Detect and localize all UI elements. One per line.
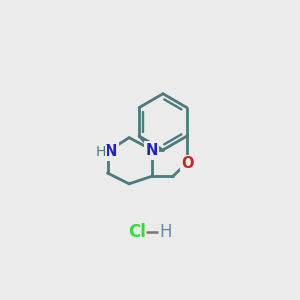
Text: Cl: Cl — [128, 223, 146, 241]
Text: N: N — [104, 144, 117, 159]
Text: O: O — [182, 156, 194, 171]
Text: N: N — [145, 143, 158, 158]
Text: H: H — [95, 145, 106, 159]
Text: H: H — [160, 223, 172, 241]
